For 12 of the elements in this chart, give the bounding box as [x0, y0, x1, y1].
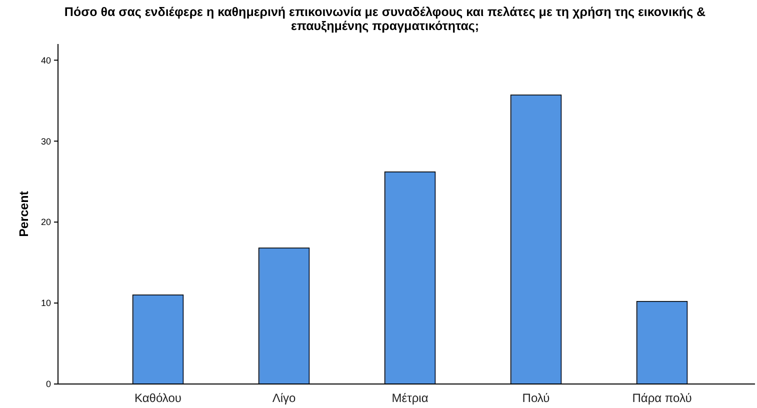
- x-tick-label: Λίγο: [272, 391, 296, 405]
- y-tick-label: 0: [46, 379, 51, 390]
- y-axis-title: Percent: [17, 190, 31, 237]
- x-tick-label: Πολύ: [522, 391, 550, 405]
- x-tick-label: Μέτρια: [392, 391, 428, 405]
- y-tick-label: 10: [40, 298, 51, 308]
- y-tick-label: 30: [40, 136, 51, 146]
- x-tick-label: Καθόλου: [134, 391, 182, 405]
- y-tick-label: 40: [40, 55, 51, 66]
- x-tick-label: Πάρα πολύ: [632, 391, 692, 405]
- y-tick-label: 20: [40, 217, 51, 228]
- chart-title: Πόσο θα σας ενδιέφερε η καθημερινή επικοινωνία με συναδέλφους και πελάτες με τη χρήση της εικονικής & επαυξημένης πραγματικότητας;: [64, 5, 706, 33]
